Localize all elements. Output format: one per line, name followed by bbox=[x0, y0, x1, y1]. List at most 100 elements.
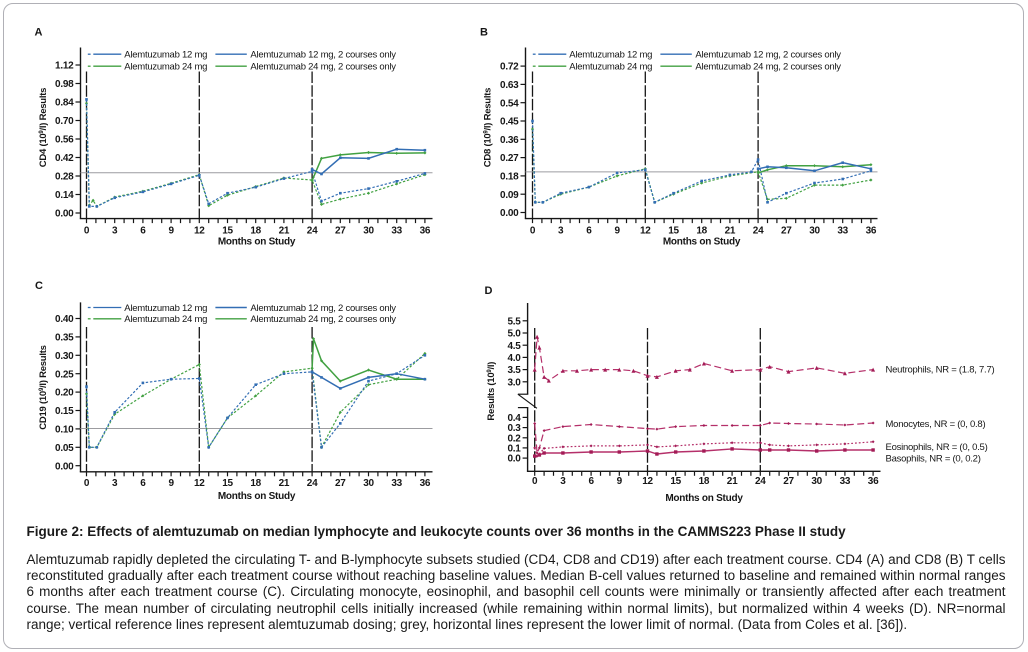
svg-text:0.35: 0.35 bbox=[55, 333, 74, 344]
svg-text:0.36: 0.36 bbox=[500, 135, 519, 146]
svg-text:4.0: 4.0 bbox=[507, 353, 521, 364]
svg-text:Alemtuzumab 24 mg, 2 courses o: Alemtuzumab 24 mg, 2 courses only bbox=[695, 62, 841, 73]
svg-text:0: 0 bbox=[532, 476, 538, 487]
svg-text:24: 24 bbox=[307, 478, 318, 489]
svg-text:27: 27 bbox=[783, 476, 794, 487]
svg-text:Monocytes, NR = (0, 0.8): Monocytes, NR = (0, 0.8) bbox=[886, 419, 986, 430]
svg-text:21: 21 bbox=[279, 478, 290, 489]
svg-text:0.20: 0.20 bbox=[55, 388, 74, 399]
svg-text:0.42: 0.42 bbox=[55, 153, 74, 164]
svg-text:15: 15 bbox=[670, 476, 681, 487]
svg-text:CD8 (109/l) Results: CD8 (109/l) Results bbox=[483, 88, 494, 167]
svg-text:Alemtuzumab 12 mg: Alemtuzumab 12 mg bbox=[124, 50, 207, 61]
svg-text:Alemtuzumab 24 mg: Alemtuzumab 24 mg bbox=[124, 314, 207, 325]
svg-text:0: 0 bbox=[84, 478, 90, 489]
svg-text:0.56: 0.56 bbox=[55, 135, 74, 146]
svg-text:6: 6 bbox=[140, 478, 146, 489]
svg-text:18: 18 bbox=[699, 476, 710, 487]
svg-text:Months on Study: Months on Study bbox=[218, 491, 296, 502]
svg-text:Eosinophils, NR = (0, 0.5): Eosinophils, NR = (0, 0.5) bbox=[886, 442, 988, 453]
svg-text:27: 27 bbox=[335, 478, 346, 489]
svg-text:0.15: 0.15 bbox=[55, 406, 74, 417]
svg-text:5.5: 5.5 bbox=[507, 316, 521, 327]
svg-text:24: 24 bbox=[755, 476, 766, 487]
svg-text:33: 33 bbox=[840, 476, 851, 487]
svg-text:3: 3 bbox=[112, 226, 118, 237]
svg-text:0.40: 0.40 bbox=[55, 314, 74, 325]
svg-text:0.00: 0.00 bbox=[500, 208, 519, 219]
svg-text:18: 18 bbox=[250, 226, 261, 237]
svg-text:0.54: 0.54 bbox=[500, 98, 519, 109]
svg-text:0.28: 0.28 bbox=[55, 172, 74, 183]
svg-text:0.10: 0.10 bbox=[55, 425, 74, 436]
svg-text:0.05: 0.05 bbox=[55, 443, 74, 454]
svg-text:33: 33 bbox=[391, 478, 402, 489]
svg-text:Alemtuzumab 12 mg: Alemtuzumab 12 mg bbox=[569, 50, 652, 61]
svg-text:Alemtuzumab 12 mg, 2 courses o: Alemtuzumab 12 mg, 2 courses only bbox=[250, 50, 396, 61]
svg-text:30: 30 bbox=[809, 226, 820, 237]
svg-text:0.14: 0.14 bbox=[55, 190, 74, 201]
svg-text:D: D bbox=[485, 285, 493, 297]
svg-text:3.0: 3.0 bbox=[507, 377, 521, 388]
svg-text:12: 12 bbox=[194, 478, 205, 489]
svg-text:12: 12 bbox=[642, 476, 653, 487]
svg-text:0.70: 0.70 bbox=[55, 116, 74, 127]
svg-text:9: 9 bbox=[168, 226, 174, 237]
svg-text:Alemtuzumab 24 mg: Alemtuzumab 24 mg bbox=[124, 62, 207, 73]
svg-text:1.12: 1.12 bbox=[55, 61, 74, 72]
svg-text:0.0: 0.0 bbox=[507, 454, 521, 465]
svg-text:36: 36 bbox=[420, 478, 431, 489]
svg-text:0.1: 0.1 bbox=[507, 444, 521, 455]
svg-text:24: 24 bbox=[307, 226, 318, 237]
svg-text:0: 0 bbox=[530, 226, 536, 237]
svg-text:33: 33 bbox=[391, 226, 402, 237]
svg-text:9: 9 bbox=[168, 478, 174, 489]
svg-text:0.4: 0.4 bbox=[507, 413, 521, 424]
svg-text:Neutrophils, NR = (1.8, 7.7): Neutrophils, NR = (1.8, 7.7) bbox=[886, 364, 995, 375]
svg-text:15: 15 bbox=[222, 226, 233, 237]
svg-text:33: 33 bbox=[837, 226, 848, 237]
svg-text:36: 36 bbox=[866, 226, 877, 237]
svg-text:36: 36 bbox=[868, 476, 879, 487]
svg-text:Results (109/l): Results (109/l) bbox=[486, 362, 497, 421]
svg-text:30: 30 bbox=[811, 476, 822, 487]
svg-text:0.27: 0.27 bbox=[500, 153, 519, 164]
svg-text:Months on Study: Months on Study bbox=[665, 493, 743, 504]
svg-text:0: 0 bbox=[84, 226, 90, 237]
svg-text:5.0: 5.0 bbox=[507, 329, 521, 340]
svg-text:Alemtuzumab 24 mg: Alemtuzumab 24 mg bbox=[569, 62, 652, 73]
svg-text:6: 6 bbox=[588, 476, 594, 487]
svg-text:B: B bbox=[480, 27, 488, 39]
svg-text:9: 9 bbox=[614, 226, 620, 237]
svg-text:0.45: 0.45 bbox=[500, 117, 519, 128]
svg-text:C: C bbox=[35, 280, 43, 292]
svg-text:24: 24 bbox=[753, 226, 764, 237]
svg-text:0.00: 0.00 bbox=[55, 461, 74, 472]
svg-text:0.72: 0.72 bbox=[500, 62, 519, 73]
svg-text:12: 12 bbox=[194, 226, 205, 237]
svg-text:0.63: 0.63 bbox=[500, 80, 519, 91]
svg-text:0.09: 0.09 bbox=[500, 190, 519, 201]
svg-text:21: 21 bbox=[727, 476, 738, 487]
svg-text:3.5: 3.5 bbox=[507, 365, 521, 376]
svg-text:6: 6 bbox=[586, 226, 592, 237]
svg-text:30: 30 bbox=[363, 226, 374, 237]
svg-text:0.25: 0.25 bbox=[55, 369, 74, 380]
svg-text:4.5: 4.5 bbox=[507, 341, 521, 352]
svg-text:CD19 (109/l) Results: CD19 (109/l) Results bbox=[38, 345, 49, 429]
svg-text:18: 18 bbox=[250, 478, 261, 489]
svg-text:0.18: 0.18 bbox=[500, 172, 519, 183]
svg-text:6: 6 bbox=[140, 226, 146, 237]
svg-text:15: 15 bbox=[222, 478, 233, 489]
svg-text:3: 3 bbox=[558, 226, 564, 237]
svg-text:Alemtuzumab 12 mg, 2 courses o: Alemtuzumab 12 mg, 2 courses only bbox=[250, 303, 396, 314]
svg-text:21: 21 bbox=[725, 226, 736, 237]
svg-text:21: 21 bbox=[279, 226, 290, 237]
svg-text:Months on Study: Months on Study bbox=[663, 237, 741, 248]
svg-text:36: 36 bbox=[420, 226, 431, 237]
svg-text:18: 18 bbox=[696, 226, 707, 237]
svg-text:0.30: 0.30 bbox=[55, 351, 74, 362]
svg-text:15: 15 bbox=[668, 226, 679, 237]
svg-text:3: 3 bbox=[560, 476, 566, 487]
svg-text:CD4 (109/l) Results: CD4 (109/l) Results bbox=[38, 88, 49, 167]
